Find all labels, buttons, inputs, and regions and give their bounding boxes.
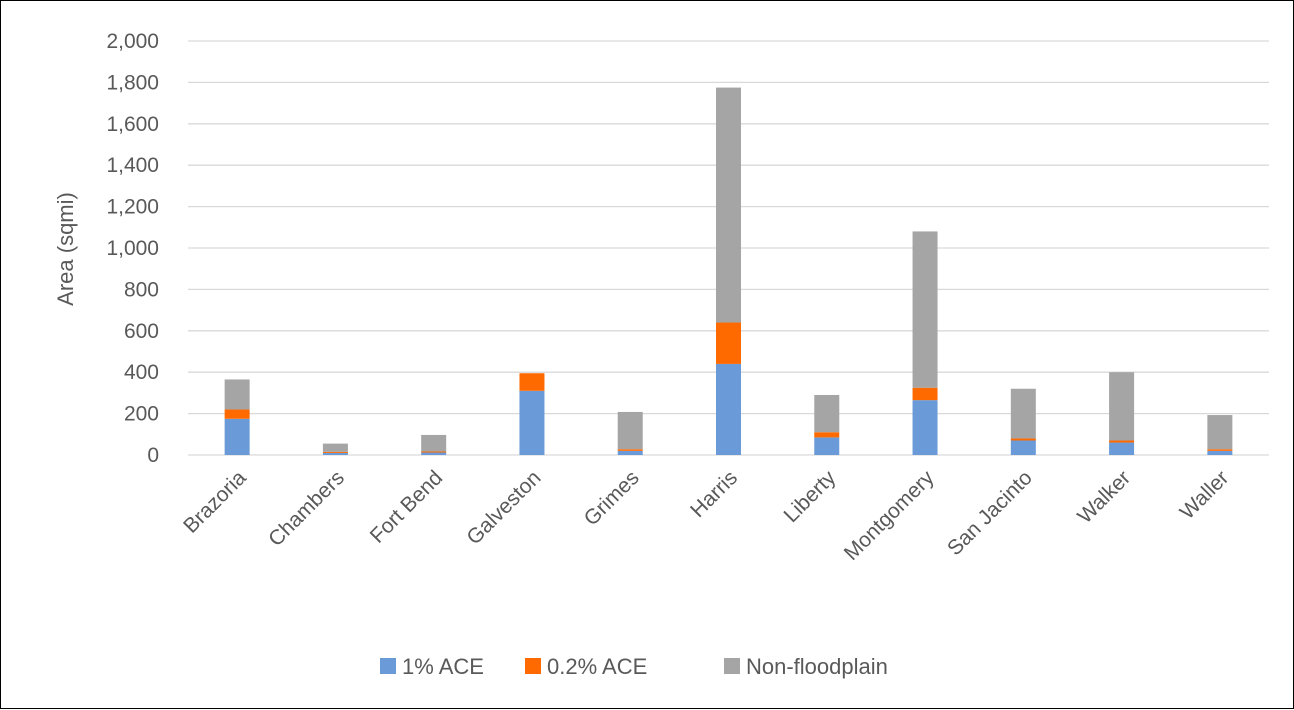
bar-segment [912,400,938,455]
y-tick-label: 800 [124,278,159,301]
y-tick-label: 1,200 [106,196,159,219]
x-tick-label: Fort Bend [366,466,447,547]
legend-label: 0.2% ACE [547,654,647,679]
legend-label: 1% ACE [402,654,484,679]
y-tick-label: 200 [124,403,159,426]
x-tick-label: Grimes [580,466,644,530]
x-tick-label: San Jacinto [943,466,1037,560]
bar-segment [617,411,643,450]
bar-segment [519,373,545,391]
x-tick-label: Galveston [462,466,545,549]
x-axis-ticks: Brazoria Chambers Fort Bend Galveston Grimes… [179,466,1233,565]
bar-segment [1010,440,1036,455]
legend-label: Non-floodplain [746,654,888,679]
bar-segment [224,418,250,455]
bar-segment [814,394,840,433]
y-tick-label: 600 [124,320,159,343]
x-tick-label: Brazoria [179,466,251,538]
bar-segment [716,363,741,455]
legend-swatch [724,658,740,674]
x-tick-label: Walker [1073,466,1135,528]
bars [224,87,1233,455]
y-tick-label: 1,800 [106,71,159,94]
y-tick-label: 2,000 [106,30,159,53]
bar-segment [224,409,250,419]
x-tick-label: Chambers [264,466,349,551]
y-tick-label: 1,600 [106,113,159,136]
x-tick-label: Montgomery [840,466,939,565]
legend-swatch [525,658,541,674]
y-tick-label: 0 [147,444,159,467]
bar-segment [1207,449,1233,451]
bar-segment [1010,438,1036,441]
bar-segment [814,437,840,455]
bar-segment [421,434,447,452]
bar-segment [912,231,938,388]
bar-segment [322,452,348,455]
bar-segment [814,432,840,438]
y-axis-ticks: 0 200 400 600 800 1,000 1,200 1,400 1,600 1,800 2,… [106,30,159,467]
bar-segment [421,452,447,455]
x-tick-label: Liberty [779,466,840,527]
y-axis-label: Area (sqmi) [53,192,78,306]
x-tick-label: Harris [686,466,742,522]
bar-segment [912,387,938,401]
x-tick-label: Waller [1176,466,1234,524]
bar-segment [1010,388,1036,439]
bar-segment [519,390,545,455]
bar-segment [1207,415,1233,450]
bar-segment [322,443,348,452]
bar-segment [1207,450,1233,455]
bar-segment [617,449,643,451]
bar-segment [617,450,643,455]
legend-swatch [380,658,396,674]
bar-segment [421,451,447,453]
bar-segment [1109,372,1135,441]
bar-segment [224,379,250,410]
bar-segment [716,322,741,364]
bar-segment [1109,440,1135,443]
bar-segment [322,451,348,453]
y-tick-label: 400 [124,361,159,384]
y-tick-label: 1,400 [106,154,159,177]
legend: 1% ACE 0.2% ACE Non-floodplain [380,654,888,679]
y-tick-label: 1,000 [106,237,159,260]
bar-segment [1109,442,1135,455]
bar-segment [716,87,741,323]
